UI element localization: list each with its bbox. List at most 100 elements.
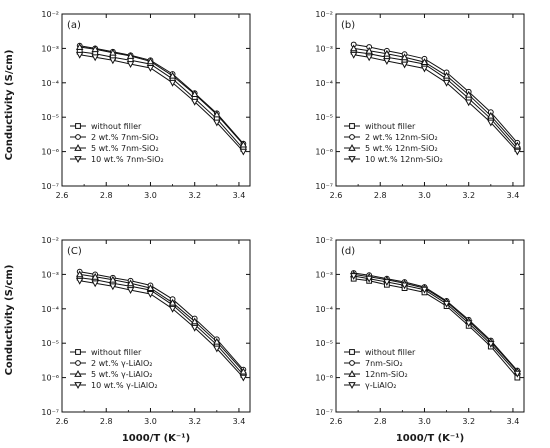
y-tick-label: 10⁻⁵ bbox=[315, 113, 333, 122]
plot-frame bbox=[61, 13, 251, 187]
legend-label: 2 wt.% 7nm-SiO₂ bbox=[91, 133, 159, 142]
series-4 bbox=[75, 51, 248, 156]
data-point bbox=[168, 305, 177, 313]
series-4 bbox=[349, 51, 522, 156]
series-4 bbox=[75, 277, 248, 382]
x-tick-label: 3.4 bbox=[507, 417, 520, 426]
legend-label: without filler bbox=[365, 122, 416, 131]
series-3 bbox=[75, 43, 248, 148]
plot-frame bbox=[335, 13, 525, 187]
data-point bbox=[239, 148, 248, 156]
y-tick-label: 10⁻⁴ bbox=[41, 305, 59, 314]
legend-label: without filler bbox=[91, 348, 142, 357]
y-tick-label: 10⁻⁵ bbox=[41, 113, 59, 122]
data-point bbox=[91, 280, 99, 288]
chart-panel-1: 2.6 2.8 3.0 3.2 3.4 10⁻⁷ 10⁻⁶ 10⁻⁵ 10⁻⁴ 10⁻³ 10⁻² (… bbox=[41, 10, 251, 200]
data-point bbox=[213, 345, 221, 353]
x-tick-label: 3.4 bbox=[507, 191, 520, 200]
data-point bbox=[349, 51, 358, 59]
x-tick-label: 2.8 bbox=[100, 417, 113, 426]
legend: without filler 2 wt.% 7nm-SiO₂ 5 wt.% 7nm-… bbox=[70, 122, 164, 164]
y-tick-label: 10⁻⁶ bbox=[41, 148, 59, 157]
data-point bbox=[365, 54, 373, 62]
panel-label: (C) bbox=[67, 246, 82, 257]
data-point bbox=[420, 286, 429, 294]
legend-label: 12nm-SiO₂ bbox=[365, 370, 408, 379]
legend-label: without filler bbox=[91, 122, 142, 131]
x-axis-title-left: 1000/T (K⁻¹) bbox=[122, 433, 190, 444]
data-point bbox=[109, 275, 117, 283]
panel-label: (b) bbox=[341, 20, 355, 31]
data-point bbox=[513, 148, 522, 156]
legend-marker bbox=[74, 370, 82, 377]
data-point bbox=[464, 90, 473, 98]
y-tick-label: 10⁻² bbox=[41, 10, 59, 19]
legend-label: 2 wt.% 12nm-SiO₂ bbox=[365, 133, 438, 142]
legend-label: 7nm-SiO₂ bbox=[365, 359, 403, 368]
data-point bbox=[487, 111, 495, 119]
data-point bbox=[91, 272, 99, 280]
data-point bbox=[464, 99, 473, 107]
y-tick-label: 10⁻³ bbox=[41, 44, 59, 53]
y-tick-label: 10⁻⁷ bbox=[315, 408, 333, 417]
data-point bbox=[513, 141, 522, 149]
data-point bbox=[75, 270, 84, 278]
data-point bbox=[239, 374, 248, 382]
chart-panel-3: 2.6 2.8 3.0 3.2 3.4 10⁻⁷ 10⁻⁶ 10⁻⁵ 10⁻⁴ 10⁻³ 10⁻² (… bbox=[41, 236, 251, 426]
data-point bbox=[400, 282, 409, 290]
data-point bbox=[75, 277, 84, 285]
y-tick-label: 10⁻⁵ bbox=[315, 339, 333, 348]
data-point bbox=[146, 65, 155, 72]
data-point bbox=[383, 49, 391, 57]
legend-marker bbox=[75, 123, 81, 129]
x-tick-label: 3.2 bbox=[462, 191, 475, 200]
y-tick-label: 10⁻⁴ bbox=[41, 79, 59, 88]
data-point bbox=[190, 98, 199, 106]
legend-label: γ-LiAlO₂ bbox=[365, 381, 397, 390]
data-point bbox=[75, 51, 84, 59]
x-tick-label: 3.0 bbox=[144, 417, 157, 426]
panel-label: (a) bbox=[67, 20, 81, 31]
x-tick-label: 2.6 bbox=[56, 417, 69, 426]
data-point bbox=[91, 45, 99, 53]
y-tick-label: 10⁻⁷ bbox=[41, 408, 59, 417]
data-point bbox=[75, 43, 84, 50]
data-point bbox=[190, 317, 199, 325]
legend-marker bbox=[348, 370, 356, 377]
y-tick-label: 10⁻⁷ bbox=[315, 182, 333, 191]
y-tick-label: 10⁻³ bbox=[315, 270, 333, 279]
x-tick-label: 2.6 bbox=[330, 191, 343, 200]
legend: without filler 2 wt.% 12nm-SiO₂ 5 wt.% 12n… bbox=[344, 122, 443, 164]
data-point bbox=[126, 52, 135, 59]
data-point bbox=[487, 119, 495, 127]
legend-marker bbox=[348, 156, 356, 163]
series-2 bbox=[350, 270, 521, 374]
data-point bbox=[513, 370, 522, 378]
legend: without filler 2 wt.% γ-LiAlO₂ 5 wt.% γ-Li… bbox=[70, 348, 158, 390]
data-point bbox=[213, 337, 221, 345]
data-point bbox=[146, 57, 155, 65]
legend-label: 5 wt.% γ-LiAlO₂ bbox=[91, 370, 153, 379]
data-point bbox=[400, 53, 409, 61]
legend-label: 2 wt.% γ-LiAlO₂ bbox=[91, 359, 153, 368]
data-point bbox=[109, 48, 117, 56]
data-point bbox=[442, 71, 451, 79]
data-point bbox=[109, 57, 117, 65]
y-tick-label: 10⁻⁴ bbox=[315, 305, 333, 314]
data-point bbox=[168, 79, 177, 87]
data-point bbox=[349, 273, 358, 280]
x-tick-label: 3.4 bbox=[233, 417, 246, 426]
data-point bbox=[464, 320, 473, 328]
data-point bbox=[146, 291, 155, 298]
legend-marker bbox=[74, 156, 82, 163]
legend-marker bbox=[74, 382, 82, 389]
chart-panel-2: 2.6 2.8 3.0 3.2 3.4 10⁻⁷ 10⁻⁶ 10⁻⁵ 10⁻⁴ 10⁻³ 10⁻² (… bbox=[315, 10, 525, 200]
y-tick-label: 10⁻² bbox=[315, 10, 333, 19]
x-tick-label: 2.6 bbox=[330, 417, 343, 426]
y-axis-title-bottom: Conductivity (S/cm) bbox=[4, 265, 15, 376]
data-point bbox=[420, 65, 429, 73]
series-4 bbox=[349, 273, 522, 378]
data-point bbox=[213, 119, 221, 127]
legend: without filler 7nm-SiO₂ 12nm-SiO₂ γ-LiAlO₂ bbox=[344, 348, 416, 390]
y-tick-label: 10⁻² bbox=[41, 236, 59, 245]
